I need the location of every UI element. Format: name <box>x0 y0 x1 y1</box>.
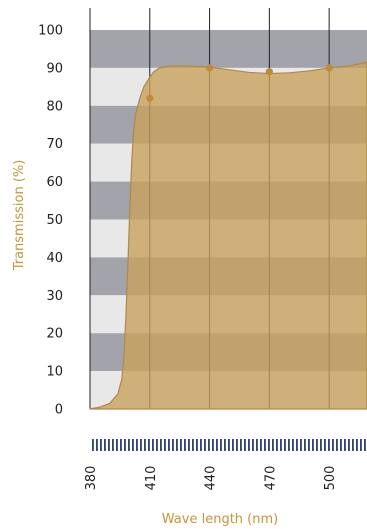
transmission-area <box>89 61 367 410</box>
data-point-500 <box>325 64 333 72</box>
y-axis-title: Transmission (%) <box>12 160 27 272</box>
x-tick-label: 470 <box>263 466 278 491</box>
transmission-fill <box>89 61 367 410</box>
y-tick-label: 20 <box>46 327 63 342</box>
y-tick-label: 30 <box>46 289 63 304</box>
spectrum-bar <box>90 439 367 451</box>
x-tick-label: 500 <box>323 466 338 491</box>
x-tick-labels: 380 410 440 470 500 <box>84 466 338 491</box>
y-tick-label: 80 <box>46 99 63 114</box>
y-tick-label: 60 <box>46 175 63 190</box>
y-tick-label: 70 <box>46 137 63 152</box>
x-tick-label: 380 <box>84 466 99 491</box>
spectrum-stripes <box>90 439 367 451</box>
x-tick-label: 410 <box>144 466 159 491</box>
y-tick-labels: 0 10 20 30 40 50 60 70 80 90 100 <box>38 24 63 418</box>
y-tick-label: 10 <box>46 365 63 380</box>
data-markers <box>146 64 333 102</box>
y-tick-label: 90 <box>46 61 63 76</box>
x-axis-title: Wave length (nm) <box>162 512 278 527</box>
y-tick-label: 40 <box>46 251 63 266</box>
y-tick-label: 100 <box>38 24 63 39</box>
y-tick-label: 50 <box>46 213 63 228</box>
data-point-440 <box>205 64 214 72</box>
data-point-410 <box>146 94 154 102</box>
x-tick-label: 440 <box>204 466 219 491</box>
background-band <box>90 30 367 68</box>
y-tick-label: 0 <box>55 403 63 418</box>
data-point-470 <box>265 68 273 76</box>
